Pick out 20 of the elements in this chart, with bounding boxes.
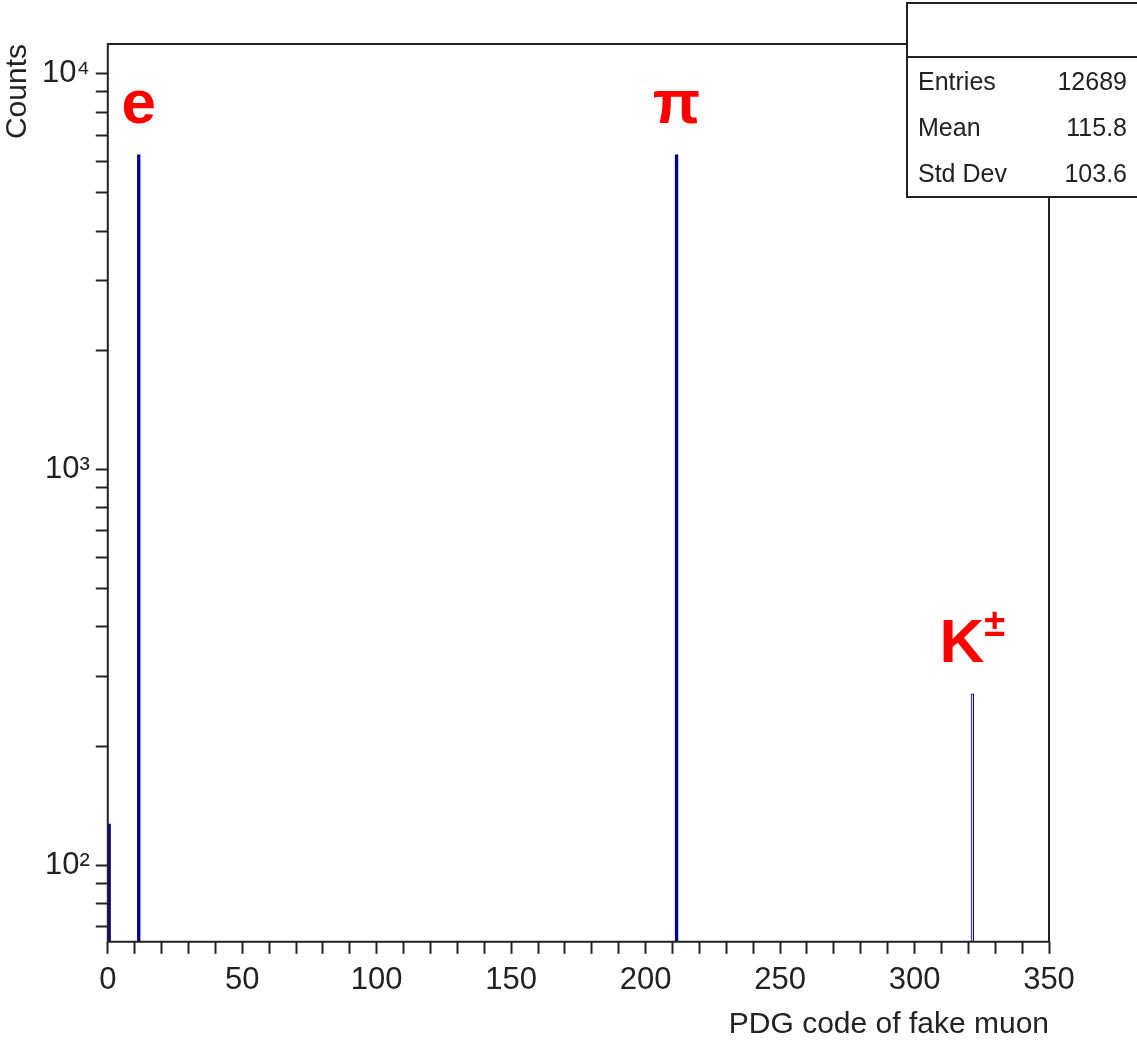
x-tick-label: 100 [350, 960, 403, 996]
x-axis-title: PDG code of fake muon [728, 1006, 1049, 1040]
annotation: Mean [917, 112, 982, 143]
annotation: Entries [917, 66, 997, 97]
x-tick-label: 300 [888, 960, 941, 996]
y-tick-label: 10³ [44, 450, 90, 486]
y-axis-title: Counts [0, 44, 33, 140]
annotation: K± [939, 601, 1006, 675]
x-tick-label: 250 [754, 960, 806, 996]
stats-box: Entries 12689 Mean 115.8 Std Dev 103.6 [906, 2, 1137, 198]
y-tick-label: 10⁴ [41, 54, 90, 90]
x-tick-label: 150 [485, 960, 538, 996]
x-tick-label: 200 [619, 960, 672, 996]
x-tick-label: 350 [1023, 960, 1075, 996]
x-tick-label: 0 [99, 960, 117, 996]
y-tick-label: 10² [44, 845, 90, 881]
annotation: e [121, 66, 156, 136]
annotation: Std Dev [917, 158, 1008, 189]
annotation: π [652, 66, 701, 136]
x-tick-label: 50 [225, 960, 260, 996]
